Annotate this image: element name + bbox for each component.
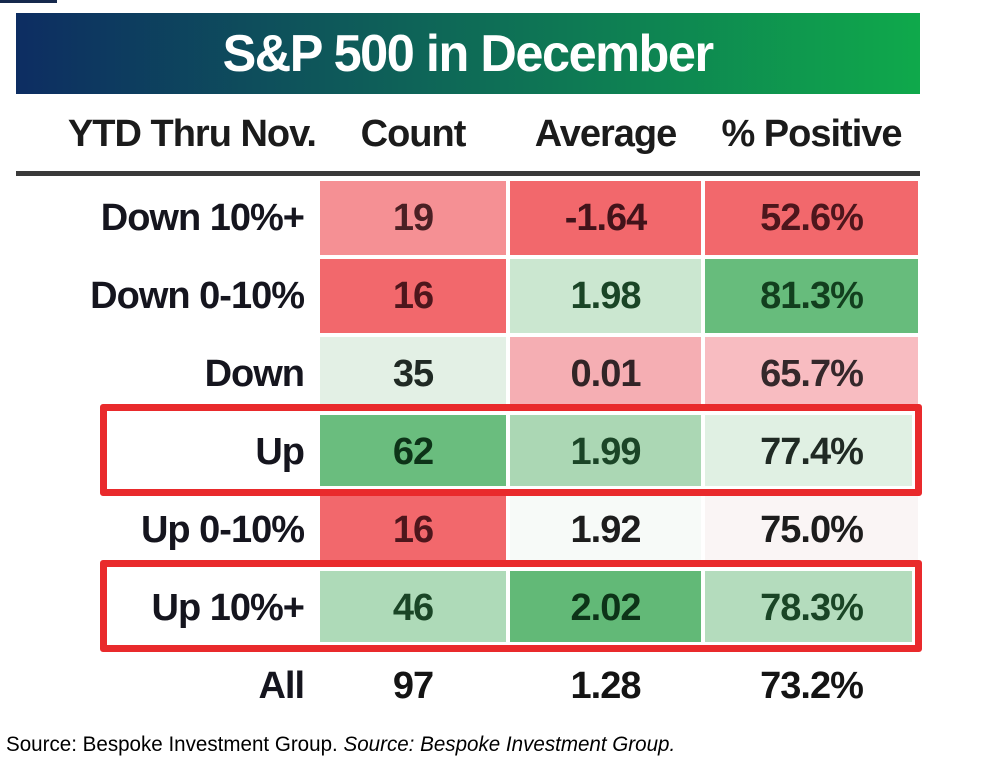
table-row: Down 0-10% 16 1.98 81.3% — [16, 257, 920, 335]
source-text-normal: Source: Bespoke Investment Group. — [6, 733, 344, 756]
positive-cell: 78.3% — [703, 569, 920, 647]
positive-cell: 65.7% — [703, 335, 920, 413]
average-cell: 2.02 — [508, 569, 703, 647]
positive-cell: 52.6% — [703, 179, 920, 257]
table-row: Down 35 0.01 65.7% — [16, 335, 920, 413]
row-label: All — [16, 647, 318, 725]
row-label: Up — [16, 413, 318, 491]
table-row-highlighted: Up 62 1.99 77.4% — [16, 413, 920, 491]
source-note: Source: Bespoke Investment Group. Source… — [6, 733, 675, 757]
average-cell: 1.99 — [508, 413, 703, 491]
table-row-total: All 97 1.28 73.2% — [16, 647, 920, 725]
count-cell: 62 — [318, 413, 508, 491]
table-row-highlighted: Up 10%+ 46 2.02 78.3% — [16, 569, 920, 647]
row-label: Down — [16, 335, 318, 413]
average-cell: -1.64 — [508, 179, 703, 257]
row-label: Up 10%+ — [16, 569, 318, 647]
table-body: Down 10%+ 19 -1.64 52.6% Down 0-10% 16 1… — [16, 179, 920, 725]
column-header-average: Average — [534, 112, 678, 155]
count-cell: 46 — [318, 569, 508, 647]
count-cell: 16 — [318, 491, 508, 569]
positive-cell: 77.4% — [703, 413, 920, 491]
average-cell: 1.92 — [508, 491, 703, 569]
row-label: Down 10%+ — [16, 179, 318, 257]
average-cell: 0.01 — [508, 335, 703, 413]
positive-cell: 73.2% — [703, 647, 920, 725]
header-divider — [16, 171, 920, 176]
column-header-positive: % Positive — [721, 112, 902, 155]
positive-cell: 81.3% — [703, 257, 920, 335]
column-header-count: Count — [360, 112, 467, 155]
header-bar: S&P 500 in December — [16, 13, 920, 94]
count-cell: 16 — [318, 257, 508, 335]
row-label: Up 0-10% — [16, 491, 318, 569]
table-row: Down 10%+ 19 -1.64 52.6% — [16, 179, 920, 257]
count-cell: 97 — [318, 647, 508, 725]
column-header-row: YTD Thru Nov. Count Average % Positive — [16, 103, 920, 165]
count-cell: 35 — [318, 335, 508, 413]
row-label: Down 0-10% — [16, 257, 318, 335]
source-text-italic: Source: Bespoke Investment Group. — [343, 733, 676, 756]
positive-cell: 75.0% — [703, 491, 920, 569]
top-left-artifact — [0, 0, 57, 3]
count-cell: 19 — [318, 179, 508, 257]
average-cell: 1.28 — [508, 647, 703, 725]
column-header-ytd: YTD Thru Nov. — [67, 112, 317, 155]
table-row: Up 0-10% 16 1.92 75.0% — [16, 491, 920, 569]
page-title: S&P 500 in December — [222, 24, 715, 83]
average-cell: 1.98 — [508, 257, 703, 335]
